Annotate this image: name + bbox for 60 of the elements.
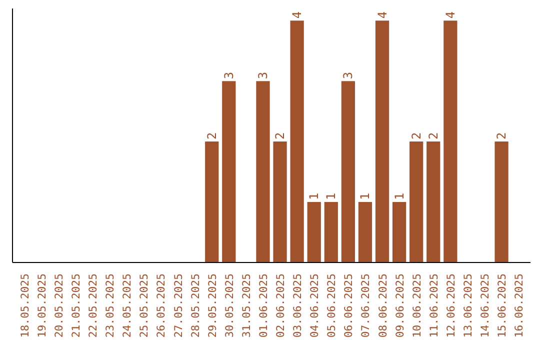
x-tick-label: 23.05.2025: [104, 274, 117, 338]
x-tick-label: 22.05.2025: [86, 274, 100, 338]
x-tick-label: 29.05.2025: [206, 274, 219, 338]
data-label: 4: [375, 11, 390, 19]
data-label: 2: [273, 132, 288, 140]
bar: [307, 202, 321, 262]
data-label: 4: [443, 11, 458, 19]
data-label: 4: [290, 11, 304, 19]
bar: [273, 142, 287, 262]
x-tick-label: 12.06.2025: [444, 274, 458, 338]
data-label: 2: [494, 132, 509, 140]
data-label: 1: [324, 192, 338, 200]
x-tick-label: 28.05.2025: [188, 274, 202, 338]
x-tick-label: 02.06.2025: [274, 274, 288, 338]
x-tick-label: 18.05.2025: [18, 274, 32, 338]
x-tick-label: 04.06.2025: [308, 274, 322, 338]
x-tick-label: 15.06.2025: [496, 274, 509, 338]
x-tick-label: 03.06.2025: [291, 274, 304, 338]
x-tick-label: 13.06.2025: [461, 274, 474, 338]
data-label: 2: [409, 132, 424, 140]
x-tick-label: 08.06.2025: [376, 274, 390, 338]
data-label: 2: [204, 132, 219, 140]
x-tick-label: 01.06.2025: [256, 274, 270, 338]
x-tick-label: 06.06.2025: [342, 274, 356, 338]
x-tick-label: 05.06.2025: [325, 274, 338, 338]
bar: [358, 202, 372, 262]
x-tick-label: 20.05.2025: [52, 274, 66, 338]
bar: [256, 81, 270, 262]
x-tick-label: 30.05.2025: [222, 274, 236, 338]
data-label: 3: [222, 72, 236, 80]
bar: [375, 20, 390, 262]
x-tick-label: 09.06.2025: [393, 274, 406, 338]
x-tick-label: 11.06.2025: [427, 274, 440, 338]
bar: [410, 142, 424, 262]
bar: [205, 142, 219, 262]
data-label: 3: [341, 72, 356, 80]
bar: [324, 202, 338, 262]
data-label: 3: [256, 72, 270, 80]
data-label: 1: [392, 192, 406, 200]
x-tick-label: 31.05.2025: [240, 274, 253, 338]
data-label: 2: [426, 132, 440, 140]
bar: [392, 202, 406, 262]
bar: [222, 81, 236, 262]
x-tick-label: 21.05.2025: [70, 274, 83, 338]
x-tick-label: 14.06.2025: [478, 274, 492, 338]
x-tick-label: 26.05.2025: [154, 274, 168, 338]
bar: [290, 20, 304, 262]
x-tick-label: 19.05.2025: [35, 274, 48, 338]
data-label: 1: [307, 192, 322, 200]
x-tick-label: 25.05.2025: [138, 274, 151, 338]
bar: [341, 81, 355, 262]
x-tick-label: 16.06.2025: [512, 274, 526, 338]
bar: [426, 142, 440, 262]
x-tick-label: 27.05.2025: [172, 274, 185, 338]
x-tick-label: 07.06.2025: [359, 274, 372, 338]
data-label: 1: [358, 192, 372, 200]
x-tick-label: 10.06.2025: [410, 274, 424, 338]
bar: [444, 20, 458, 262]
bar: [494, 142, 508, 262]
x-tick-label: 24.05.2025: [120, 274, 134, 338]
